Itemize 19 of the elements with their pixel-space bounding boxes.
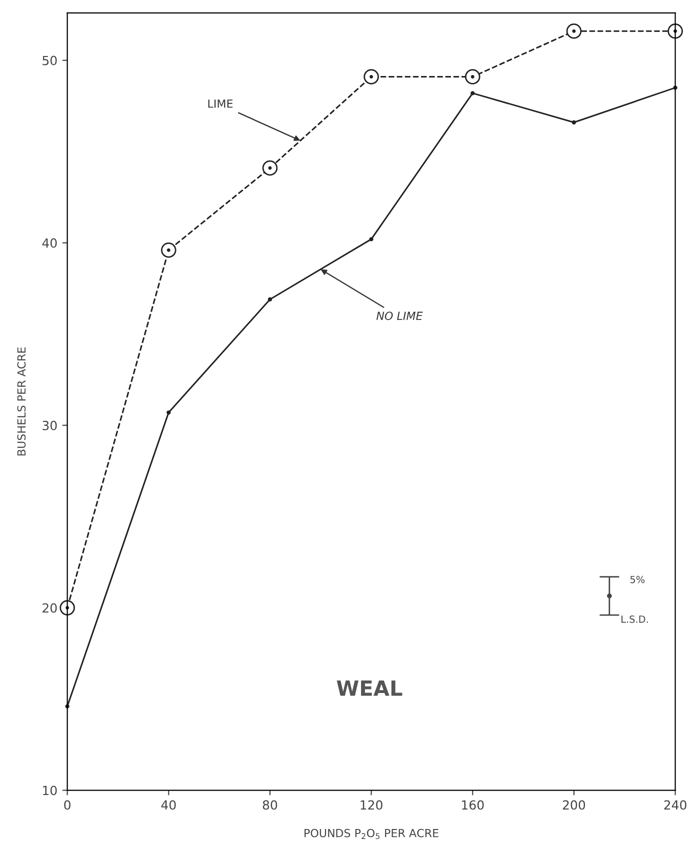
annotation: WEAL	[336, 680, 402, 696]
x-tick-label: 160	[462, 800, 484, 810]
annotation: 5%	[630, 576, 645, 584]
y-tick-label: 40	[42, 238, 57, 248]
x-tick-label: 200	[562, 800, 586, 810]
y-tick-label: 20	[42, 603, 57, 613]
y-tick-label: 50	[42, 56, 57, 66]
y-tick-label: 30	[42, 420, 57, 430]
x-tick-label: 0	[64, 800, 70, 810]
annotation: L.S.D.	[622, 615, 648, 623]
x-tick-label: 120	[360, 800, 382, 810]
annotation: LIME	[208, 100, 233, 108]
y-tick-label: 10	[43, 786, 57, 796]
x-tick-label: 40	[161, 800, 176, 810]
x-axis-title: POUNDS P$_{2}$O$_{5}$ PER ACRE	[304, 828, 438, 840]
annotation: NO LIME	[376, 312, 423, 320]
x-tick-label: 80	[262, 800, 278, 810]
x-tick-label: 240	[664, 800, 686, 810]
y-axis-title: BUSHELS PER ACRE	[17, 347, 26, 456]
